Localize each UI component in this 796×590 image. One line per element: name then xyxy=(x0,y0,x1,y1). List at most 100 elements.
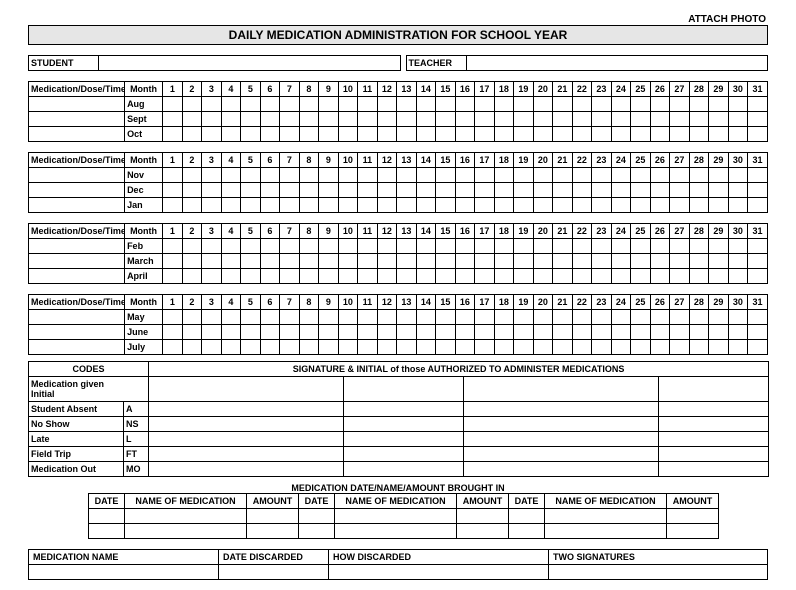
grid-day-cell[interactable] xyxy=(377,183,397,198)
grid-day-cell[interactable] xyxy=(377,310,397,325)
signature-cell[interactable] xyxy=(344,377,464,402)
grid-day-cell[interactable] xyxy=(241,310,261,325)
grid-med-cell[interactable] xyxy=(29,97,125,112)
discard-cell[interactable] xyxy=(549,565,768,580)
grid-day-cell[interactable] xyxy=(709,239,729,254)
grid-day-cell[interactable] xyxy=(553,254,573,269)
grid-day-cell[interactable] xyxy=(319,340,339,355)
grid-day-cell[interactable] xyxy=(280,325,300,340)
grid-day-cell[interactable] xyxy=(455,239,475,254)
mb-cell[interactable] xyxy=(299,524,335,539)
grid-day-cell[interactable] xyxy=(533,340,553,355)
grid-day-cell[interactable] xyxy=(436,340,456,355)
grid-med-cell[interactable] xyxy=(29,340,125,355)
grid-day-cell[interactable] xyxy=(221,198,241,213)
grid-day-cell[interactable] xyxy=(533,168,553,183)
grid-day-cell[interactable] xyxy=(631,112,651,127)
grid-day-cell[interactable] xyxy=(748,112,768,127)
signature-cell[interactable] xyxy=(659,447,769,462)
mb-cell[interactable] xyxy=(247,509,299,524)
grid-day-cell[interactable] xyxy=(728,269,748,284)
grid-day-cell[interactable] xyxy=(280,198,300,213)
grid-day-cell[interactable] xyxy=(377,269,397,284)
grid-day-cell[interactable] xyxy=(338,310,358,325)
grid-day-cell[interactable] xyxy=(202,310,222,325)
mb-cell[interactable] xyxy=(247,524,299,539)
grid-day-cell[interactable] xyxy=(670,325,690,340)
grid-day-cell[interactable] xyxy=(163,254,183,269)
signature-cell[interactable] xyxy=(149,417,344,432)
grid-day-cell[interactable] xyxy=(221,127,241,142)
mb-cell[interactable] xyxy=(667,509,719,524)
grid-day-cell[interactable] xyxy=(358,239,378,254)
grid-day-cell[interactable] xyxy=(221,269,241,284)
grid-day-cell[interactable] xyxy=(533,127,553,142)
grid-day-cell[interactable] xyxy=(689,97,709,112)
grid-day-cell[interactable] xyxy=(494,310,514,325)
mb-cell[interactable] xyxy=(125,524,247,539)
signature-cell[interactable] xyxy=(344,432,464,447)
grid-day-cell[interactable] xyxy=(455,310,475,325)
grid-day-cell[interactable] xyxy=(319,254,339,269)
grid-day-cell[interactable] xyxy=(280,112,300,127)
grid-day-cell[interactable] xyxy=(221,168,241,183)
grid-day-cell[interactable] xyxy=(436,168,456,183)
grid-day-cell[interactable] xyxy=(416,340,436,355)
grid-day-cell[interactable] xyxy=(572,239,592,254)
grid-day-cell[interactable] xyxy=(358,112,378,127)
grid-day-cell[interactable] xyxy=(553,112,573,127)
grid-day-cell[interactable] xyxy=(728,183,748,198)
signature-cell[interactable] xyxy=(659,402,769,417)
grid-day-cell[interactable] xyxy=(689,310,709,325)
grid-day-cell[interactable] xyxy=(358,340,378,355)
grid-day-cell[interactable] xyxy=(611,239,631,254)
grid-day-cell[interactable] xyxy=(611,168,631,183)
grid-med-cell[interactable] xyxy=(29,112,125,127)
grid-day-cell[interactable] xyxy=(689,183,709,198)
grid-day-cell[interactable] xyxy=(436,183,456,198)
grid-day-cell[interactable] xyxy=(397,254,417,269)
grid-day-cell[interactable] xyxy=(475,269,495,284)
grid-day-cell[interactable] xyxy=(455,340,475,355)
grid-day-cell[interactable] xyxy=(728,325,748,340)
mb-cell[interactable] xyxy=(335,524,457,539)
grid-day-cell[interactable] xyxy=(572,127,592,142)
grid-day-cell[interactable] xyxy=(221,112,241,127)
grid-day-cell[interactable] xyxy=(338,97,358,112)
grid-day-cell[interactable] xyxy=(475,340,495,355)
grid-day-cell[interactable] xyxy=(514,198,534,213)
grid-day-cell[interactable] xyxy=(514,127,534,142)
mb-cell[interactable] xyxy=(667,524,719,539)
grid-day-cell[interactable] xyxy=(748,127,768,142)
grid-day-cell[interactable] xyxy=(475,97,495,112)
grid-day-cell[interactable] xyxy=(260,127,280,142)
mb-cell[interactable] xyxy=(457,509,509,524)
grid-day-cell[interactable] xyxy=(494,340,514,355)
grid-day-cell[interactable] xyxy=(689,239,709,254)
grid-day-cell[interactable] xyxy=(475,198,495,213)
grid-day-cell[interactable] xyxy=(299,198,319,213)
grid-day-cell[interactable] xyxy=(709,127,729,142)
grid-day-cell[interactable] xyxy=(260,112,280,127)
grid-day-cell[interactable] xyxy=(631,127,651,142)
grid-day-cell[interactable] xyxy=(436,325,456,340)
grid-day-cell[interactable] xyxy=(748,239,768,254)
grid-day-cell[interactable] xyxy=(514,183,534,198)
grid-day-cell[interactable] xyxy=(533,97,553,112)
grid-day-cell[interactable] xyxy=(709,254,729,269)
grid-day-cell[interactable] xyxy=(202,183,222,198)
discard-cell[interactable] xyxy=(219,565,329,580)
grid-day-cell[interactable] xyxy=(670,127,690,142)
grid-day-cell[interactable] xyxy=(182,239,202,254)
grid-day-cell[interactable] xyxy=(611,310,631,325)
grid-day-cell[interactable] xyxy=(319,325,339,340)
grid-day-cell[interactable] xyxy=(728,112,748,127)
signature-cell[interactable] xyxy=(149,447,344,462)
grid-day-cell[interactable] xyxy=(397,97,417,112)
grid-day-cell[interactable] xyxy=(436,127,456,142)
grid-day-cell[interactable] xyxy=(163,97,183,112)
grid-day-cell[interactable] xyxy=(358,198,378,213)
grid-day-cell[interactable] xyxy=(319,198,339,213)
grid-day-cell[interactable] xyxy=(221,97,241,112)
grid-day-cell[interactable] xyxy=(280,340,300,355)
